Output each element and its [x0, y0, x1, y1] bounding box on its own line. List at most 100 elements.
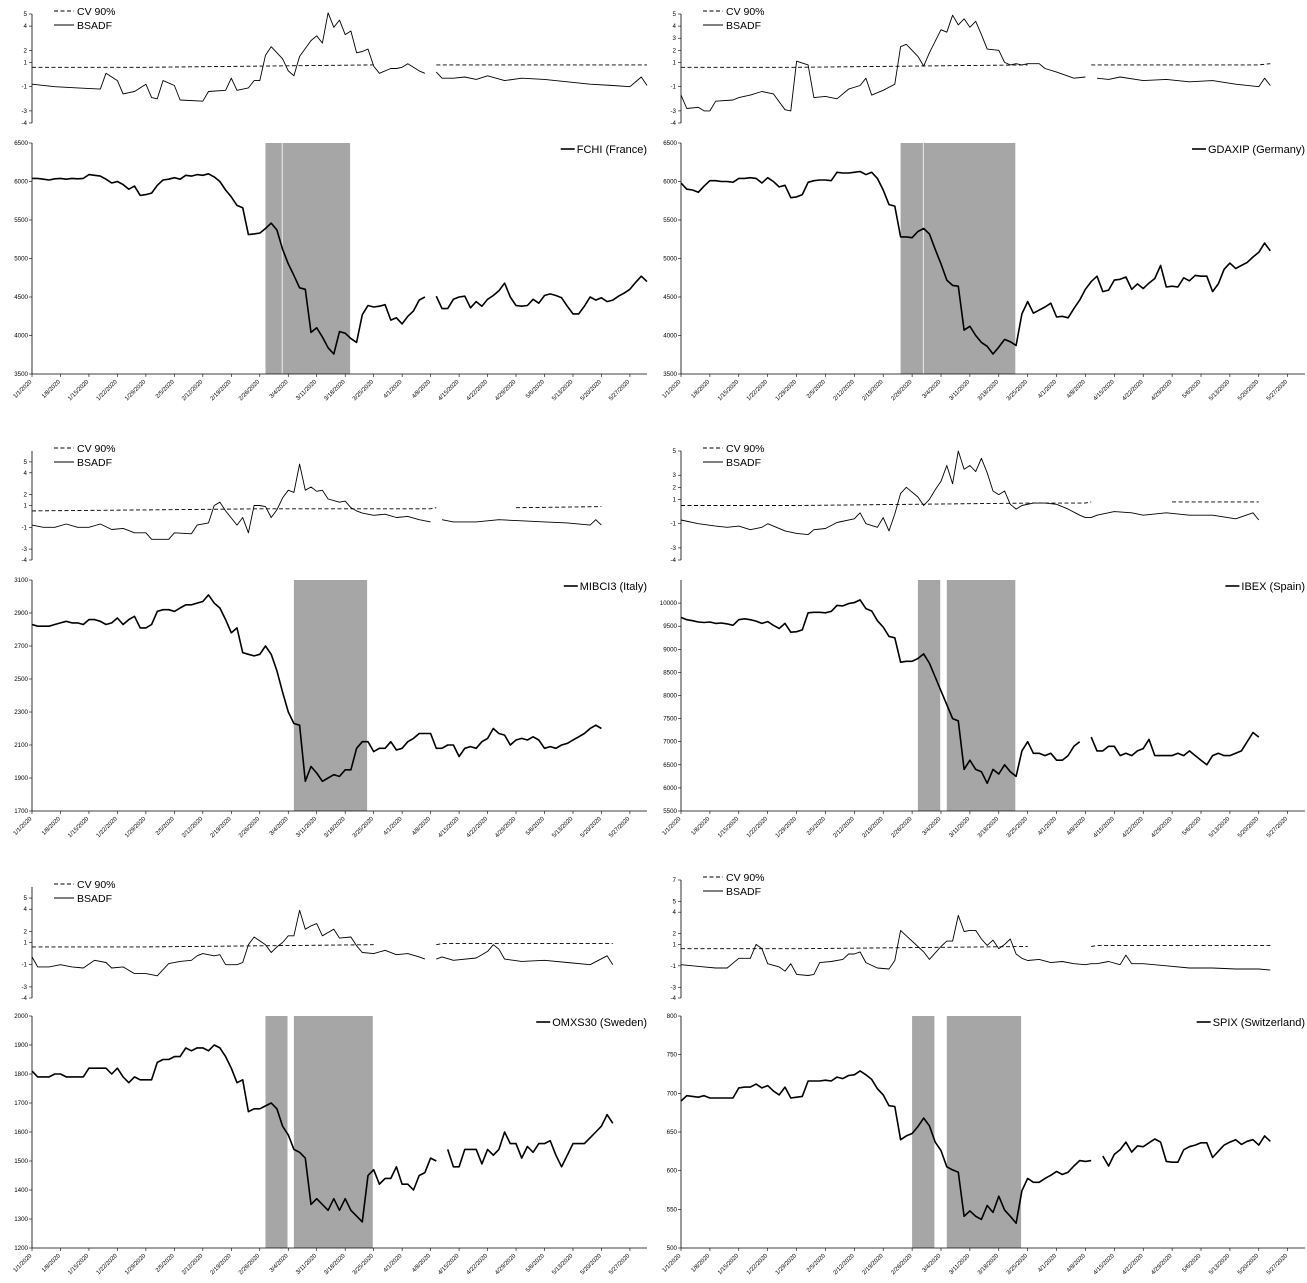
- legend-bsadf-label: BSADF: [77, 893, 112, 905]
- price-tick-label: 1700: [14, 1100, 28, 1107]
- date-tick-label: 1/15/2020: [717, 1253, 741, 1277]
- bsadf-tick-label: 1: [24, 59, 28, 66]
- date-tick-label: 4/8/2020: [1066, 1253, 1087, 1274]
- date-tick-label: 3/11/2020: [295, 816, 318, 839]
- date-tick-label: 4/1/2020: [1037, 816, 1058, 837]
- date-tick-label: 2/5/2020: [155, 1253, 176, 1274]
- date-tick-label: 3/25/2020: [352, 379, 376, 403]
- price-tick-label: 2300: [14, 709, 28, 716]
- bsadf-tick-label: 4: [673, 23, 677, 30]
- chart-panel: 5 4 2 1 -1 -3 -4 3100 2900 2700 2500 2300 2100 1900 17…: [13, 443, 647, 839]
- bsadf-tick-label: -3: [670, 108, 676, 115]
- price-series-label: FCHI (France): [577, 144, 647, 156]
- price-series-label: OMXS30 (Sweden): [552, 1017, 647, 1029]
- date-tick-label: 2/12/2020: [181, 1253, 205, 1277]
- date-tick-label: 5/27/2020: [608, 816, 632, 840]
- date-tick-label: 2/19/2020: [210, 379, 234, 403]
- date-tick-label: 2/12/2020: [833, 816, 857, 840]
- bsadf-tick-label: 1: [673, 496, 677, 503]
- date-tick-label: 4/22/2020: [1122, 379, 1146, 403]
- date-tick-label: 2/19/2020: [862, 379, 886, 403]
- date-tick-label: 1/15/2020: [67, 816, 91, 840]
- bubble-period-shade: [294, 1016, 373, 1248]
- bsadf-tick-label: -3: [670, 984, 676, 991]
- date-tick-label: 1/1/2020: [13, 379, 34, 400]
- date-tick-label: 3/11/2020: [295, 379, 318, 402]
- price-tick-label: 600: [667, 1168, 678, 1175]
- date-tick-label: 4/1/2020: [1037, 1253, 1058, 1274]
- chart-panel: 5421-1-3-4200019001800170016001500140013…: [13, 879, 647, 1276]
- date-tick-label: 3/11/2020: [949, 379, 972, 402]
- date-tick-label: 2/5/2020: [806, 1253, 827, 1274]
- legend-bsadf-label: BSADF: [726, 457, 761, 469]
- date-tick-label: 4/8/2020: [411, 379, 432, 400]
- date-tick-label: 5/13/2020: [1208, 379, 1232, 403]
- date-tick-label: 4/8/2020: [411, 816, 432, 837]
- bsadf-tick-label: -1: [21, 84, 27, 91]
- date-tick-label: 2/12/2020: [833, 379, 857, 403]
- date-tick-label: 5/20/2020: [1237, 1253, 1261, 1277]
- date-tick-label: 4/1/2020: [383, 816, 404, 837]
- bsadf-tick-label: -4: [670, 120, 676, 127]
- date-tick-label: 2/26/2020: [238, 816, 262, 840]
- date-tick-label: 3/25/2020: [352, 816, 376, 840]
- date-tick-label: 3/11/2020: [949, 1253, 972, 1276]
- bsadf-tick-label: -3: [21, 108, 27, 115]
- date-tick-label: 4/22/2020: [466, 816, 490, 840]
- price-tick-label: 4500: [663, 294, 677, 301]
- price-tick-label: 5500: [14, 217, 28, 224]
- bsadf-tick-label: -4: [670, 995, 676, 1002]
- date-tick-label: 3/18/2020: [977, 1253, 1001, 1277]
- price-tick-label: 2500: [14, 676, 28, 683]
- bsadf-tick-label: 5: [673, 11, 677, 18]
- bsadf-tick-label: 5: [24, 895, 28, 902]
- date-tick-label: 1/8/2020: [691, 816, 712, 837]
- bsadf-tick-label: 1: [24, 503, 28, 510]
- cv-90-line: [681, 502, 1259, 506]
- date-tick-label: 2/12/2020: [181, 816, 205, 840]
- date-tick-label: 3/18/2020: [977, 816, 1001, 840]
- date-tick-label: 1/1/2020: [662, 816, 683, 837]
- price-tick-label: 4000: [14, 333, 28, 340]
- legend-bsadf-label: BSADF: [77, 457, 112, 469]
- price-tick-label: 1500: [14, 1158, 28, 1165]
- date-tick-label: 2/5/2020: [155, 816, 176, 837]
- date-tick-label: 2/19/2020: [210, 816, 234, 840]
- date-tick-label: 1/15/2020: [67, 1253, 91, 1277]
- bubble-period-shade: [266, 143, 282, 374]
- date-tick-label: 4/15/2020: [437, 1253, 461, 1277]
- price-tick-label: 2100: [14, 742, 28, 749]
- date-tick-label: 1/15/2020: [717, 816, 741, 840]
- date-tick-label: 1/29/2020: [775, 816, 799, 840]
- date-tick-label: 3/4/2020: [269, 816, 290, 837]
- date-tick-label: 5/6/2020: [1182, 816, 1203, 837]
- price-tick-label: 2000: [14, 1013, 28, 1020]
- date-tick-label: 2/12/2020: [181, 379, 205, 403]
- price-series-label: IBEX (Spain): [1241, 581, 1305, 593]
- date-tick-label: 5/20/2020: [1237, 379, 1261, 403]
- bsadf-tick-label: 5: [673, 448, 677, 455]
- date-tick-label: 1/8/2020: [41, 816, 62, 837]
- bsadf-tick-label: -1: [21, 962, 27, 969]
- bsadf-tick-label: 5: [24, 11, 28, 18]
- date-tick-label: 5/13/2020: [551, 816, 575, 840]
- bubble-period-shade: [266, 1016, 288, 1248]
- legend-cv-label: CV 90%: [726, 443, 765, 455]
- date-tick-label: 3/4/2020: [269, 1253, 290, 1274]
- date-tick-label: 1/22/2020: [96, 816, 120, 840]
- chart-panel: 54321-1-3-465006000550050004500400035001…: [662, 6, 1305, 402]
- price-tick-label: 10000: [660, 600, 678, 607]
- bsadf-line: [681, 451, 1259, 535]
- date-tick-label: 5/13/2020: [1208, 816, 1232, 840]
- date-tick-label: 3/4/2020: [922, 379, 943, 400]
- price-tick-label: 5500: [663, 808, 677, 815]
- bsadf-tick-label: 4: [24, 470, 28, 477]
- cv-90-line: [32, 65, 647, 67]
- price-tick-label: 5000: [14, 256, 28, 263]
- price-tick-label: 3100: [14, 577, 28, 584]
- legend-bsadf-label: BSADF: [726, 20, 761, 32]
- date-tick-label: 1/8/2020: [41, 379, 62, 400]
- date-tick-label: 4/15/2020: [437, 816, 461, 840]
- bsadf-tick-label: -4: [21, 120, 27, 127]
